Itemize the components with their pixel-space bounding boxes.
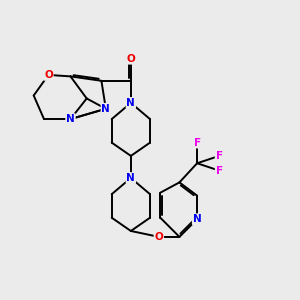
Text: N: N (127, 98, 135, 108)
Text: N: N (66, 114, 75, 124)
Text: O: O (127, 54, 135, 64)
Text: F: F (216, 166, 223, 176)
Text: N: N (127, 173, 135, 183)
Text: N: N (193, 214, 202, 224)
Text: O: O (44, 70, 53, 80)
Text: F: F (216, 151, 223, 161)
Text: O: O (154, 232, 163, 242)
Text: N: N (101, 104, 110, 114)
Text: F: F (194, 138, 201, 148)
